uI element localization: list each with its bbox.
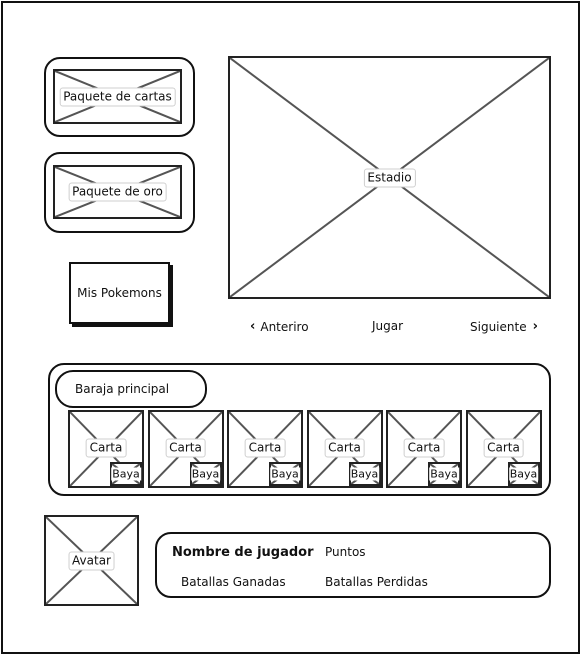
deck-card[interactable]: Carta Baya [386, 410, 462, 488]
card-label: Carta [403, 438, 445, 458]
chevron-left-icon: ‹ [250, 319, 256, 334]
deck-card[interactable]: Carta Baya [147, 410, 224, 488]
card-pack-label: Paquete de cartas [59, 87, 176, 106]
avatar-label: Avatar [68, 551, 115, 570]
deck-card[interactable]: Carta Baya [306, 410, 383, 488]
previous-label: Anteriro [260, 319, 309, 334]
card-label: Carta [244, 438, 286, 458]
card-label: Carta [324, 438, 365, 458]
berry-slot[interactable]: Baya [507, 462, 540, 486]
my-pokemons-button[interactable]: Mis Pokemons [69, 262, 170, 324]
deck-card[interactable]: Carta Baya [465, 410, 542, 488]
main-deck-title-box: Baraja principal [55, 370, 207, 408]
card-label: Carta [165, 438, 206, 458]
my-pokemons-label: Mis Pokemons [77, 286, 162, 300]
gold-pack-label: Paquete de oro [68, 182, 167, 202]
berry-label: Baya [508, 467, 539, 481]
berry-slot[interactable]: Baya [428, 462, 460, 486]
berry-label: Baya [111, 467, 141, 481]
main-deck-title: Baraja principal [75, 382, 170, 396]
avatar[interactable]: Avatar [44, 515, 139, 606]
berry-label: Baya [349, 467, 380, 481]
battles-lost-label: Batallas Perdidas [325, 575, 428, 589]
berry-slot[interactable]: Baya [269, 462, 301, 486]
card-pack-image[interactable]: Paquete de cartas [53, 69, 182, 124]
previous-stadium-button[interactable]: ‹ Anteriro [250, 319, 309, 334]
berry-label: Baya [190, 467, 221, 481]
stadium-label: Estadio [363, 168, 416, 187]
berry-slot[interactable]: Baya [189, 462, 222, 486]
next-stadium-button[interactable]: Siguiente › [470, 319, 538, 334]
play-button[interactable]: Jugar [372, 319, 403, 333]
berry-slot[interactable]: Baya [348, 462, 381, 486]
gold-pack-image[interactable]: Paquete de oro [53, 165, 182, 219]
berry-label: Baya [270, 467, 300, 481]
next-label: Siguiente [470, 319, 527, 334]
card-label: Carta [483, 438, 524, 458]
berry-slot[interactable]: Baya [110, 462, 142, 486]
player-info-panel: Nombre de jugador Puntos Batallas Ganada… [155, 532, 551, 598]
player-name-label: Nombre de jugador [172, 545, 314, 560]
berry-label: Baya [429, 467, 459, 481]
chevron-right-icon: › [532, 319, 538, 334]
deck-card[interactable]: Carta Baya [68, 410, 144, 488]
battles-won-label: Batallas Ganadas [181, 575, 286, 589]
play-label: Jugar [372, 319, 404, 333]
deck-card[interactable]: Carta Baya [227, 410, 303, 488]
points-label: Puntos [325, 545, 366, 559]
card-label: Carta [85, 438, 127, 458]
stadium-image[interactable]: Estadio [228, 56, 551, 299]
